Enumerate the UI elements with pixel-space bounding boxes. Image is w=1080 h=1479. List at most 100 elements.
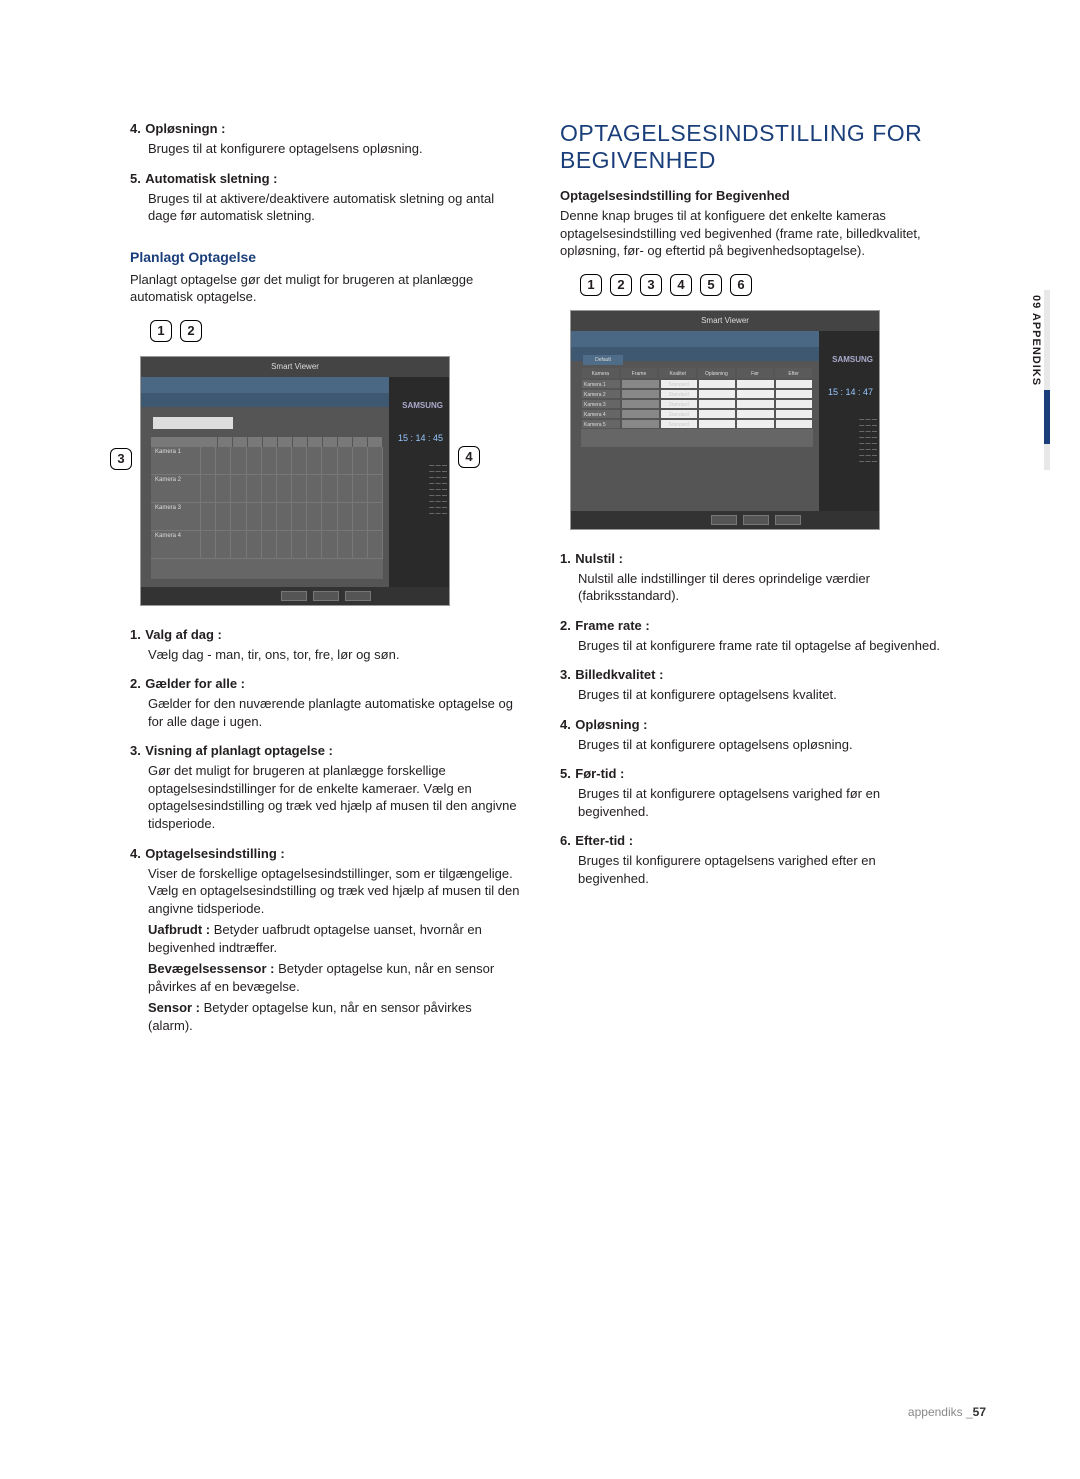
default-button: Default: [583, 355, 623, 365]
item-title: Visning af planlagt optagelse :: [145, 743, 333, 758]
timeline-row: Kamera 3: [151, 503, 383, 531]
samsung-logo: SAMSUNG: [402, 401, 443, 410]
item-number: 5.: [130, 171, 141, 186]
item-title: Gælder for alle :: [145, 676, 245, 691]
item-body: Bruges til at konfigurere frame rate til…: [578, 637, 950, 655]
screenshot-clock: 15 : 14 : 47: [828, 387, 873, 397]
item-number: 2.: [560, 618, 571, 633]
item-number: 4.: [560, 717, 571, 732]
screenshot-toolbar: [141, 377, 389, 393]
footer-label: appendiks _: [908, 1405, 973, 1419]
callout-row: 1 2 3 4 5 6: [580, 274, 950, 296]
table-row: Kamera 5Standard: [581, 419, 813, 429]
item-title: Billedkvalitet :: [575, 667, 663, 682]
screenshot-footer: [141, 587, 449, 605]
list-item: 1. Nulstil : Nulstil alle indstillinger …: [560, 550, 950, 605]
list-item: 3. Billedkvalitet : Bruges til at konfig…: [560, 666, 950, 704]
item-title: Valg af dag :: [145, 627, 222, 642]
footer-button: [775, 515, 801, 525]
item-number: 6.: [560, 833, 571, 848]
list-item: 6. Efter-tid : Bruges til konfigurere op…: [560, 832, 950, 887]
timeline-header: [151, 437, 383, 447]
item-body: Viser de forskellige optagelsesindstilli…: [148, 865, 520, 918]
item-number: 5.: [560, 766, 571, 781]
table-header: Kamera Frame Kvalitet Opløsning Før Efte…: [581, 367, 813, 379]
callout-2: 2: [610, 274, 632, 296]
screenshot-table: Kamera Frame Kvalitet Opløsning Før Efte…: [581, 367, 813, 447]
section-subtitle: Optagelsesindstilling for Begivenhed: [560, 188, 950, 203]
callout-6: 6: [730, 274, 752, 296]
item-body: Bruges til at konfigurere optagelsens va…: [578, 785, 950, 820]
screenshot-tree: — — —— — —— — —— — —— — —— — —— — —— — —: [859, 417, 877, 465]
page-footer: appendiks _57: [908, 1405, 986, 1419]
page: 4. Opløsningn : Bruges til at konfigurer…: [0, 0, 1080, 1106]
screenshot-toolbar2: [141, 393, 389, 407]
screenshot-wrapper: Smart Viewer Default SAMSUNG 15 : 14 : 4…: [570, 310, 880, 530]
section-subtitle: Planlagt Optagelse: [130, 249, 520, 265]
callout-4: 4: [670, 274, 692, 296]
footer-button: [743, 515, 769, 525]
item-body: Gælder for den nuværende planlagte autom…: [148, 695, 520, 730]
item-title: Opløsningn :: [145, 121, 225, 136]
item-title: Optagelsesindstilling :: [145, 846, 284, 861]
list-item: 2. Gælder for alle : Gælder for den nuvæ…: [130, 675, 520, 730]
screenshot-footer: [571, 511, 879, 529]
list-item: 5. Før-tid : Bruges til at konfigurere o…: [560, 765, 950, 820]
list-item: 4. Opløsning : Bruges til at konfigurere…: [560, 716, 950, 754]
list-item: 2. Frame rate : Bruges til at konfigurer…: [560, 617, 950, 655]
screenshot-side-panel: SAMSUNG 15 : 14 : 47 — — —— — —— — —— — …: [819, 331, 879, 529]
item-body: Bruges til at konfigurere optagelsens kv…: [578, 686, 950, 704]
left-column: 4. Opløsningn : Bruges til at konfigurer…: [130, 120, 520, 1046]
screenshot-side-panel: SAMSUNG 15 : 14 : 45 — — —— — —— — —— — …: [389, 377, 449, 605]
section-description: Denne knap bruges til at konfiguere det …: [560, 207, 950, 260]
item-body: Bruges til at konfigurere optagelsens op…: [148, 140, 520, 158]
right-column: OPTAGELSESINDSTILLING FOR BEGIVENHED Opt…: [560, 120, 950, 1046]
timeline-row: Kamera 1: [151, 447, 383, 475]
item-number: 1.: [130, 627, 141, 642]
list-item: 4. Opløsningn : Bruges til at konfigurer…: [130, 120, 520, 158]
callout-3: 3: [640, 274, 662, 296]
item-title: Før-tid :: [575, 766, 624, 781]
item-body: Bruges til konfigurere optagelsens varig…: [578, 852, 950, 887]
item-title: Opløsning :: [575, 717, 647, 732]
screenshot-scheduled-recording: Smart Viewer SAMSUNG 15 : 14 : 45 — — ——…: [140, 356, 450, 606]
screenshot-titlebar: Smart Viewer: [141, 357, 449, 377]
timeline-row: Kamera 2: [151, 475, 383, 503]
callout-5: 5: [700, 274, 722, 296]
item-number: 3.: [130, 743, 141, 758]
screenshot-toolbar: [571, 331, 819, 347]
table-row: Kamera 2Standard: [581, 389, 813, 399]
page-number: 57: [973, 1405, 986, 1419]
list-item: 1. Valg af dag : Vælg dag - man, tir, on…: [130, 626, 520, 664]
list-item: 5. Automatisk sletning : Bruges til at a…: [130, 170, 520, 225]
item-sub: Sensor : Betyder optagelse kun, når en s…: [148, 999, 520, 1034]
section-description: Planlagt optagelse gør det muligt for br…: [130, 271, 520, 306]
table-row: Kamera 1Standard: [581, 379, 813, 389]
callout-2: 2: [180, 320, 202, 342]
item-sub: Bevægelsessensor : Betyder optagelse kun…: [148, 960, 520, 995]
section-title: OPTAGELSESINDSTILLING FOR BEGIVENHED: [560, 120, 950, 174]
timeline-row: Kamera 4: [151, 531, 383, 559]
screenshot-titlebar: Smart Viewer: [571, 311, 879, 331]
item-body: Nulstil alle indstillinger til deres opr…: [578, 570, 950, 605]
screenshot-tree: — — —— — —— — —— — —— — —— — —— — —— — —…: [429, 463, 447, 517]
screenshot-timeline: Kamera 1 Kamera 2 Kamera 3 Kamera 4: [151, 437, 383, 579]
footer-button: [345, 591, 371, 601]
footer-button: [313, 591, 339, 601]
item-title: Efter-tid :: [575, 833, 633, 848]
side-tab-indicator: [1044, 390, 1050, 444]
samsung-logo: SAMSUNG: [832, 355, 873, 364]
item-sub: Uafbrudt : Betyder uafbrudt optagelse ua…: [148, 921, 520, 956]
callout-1: 1: [580, 274, 602, 296]
screenshot-event-recording: Smart Viewer Default SAMSUNG 15 : 14 : 4…: [570, 310, 880, 530]
callout-1: 1: [150, 320, 172, 342]
table-row: Kamera 4Standard: [581, 409, 813, 419]
list-item: 3. Visning af planlagt optagelse : Gør d…: [130, 742, 520, 832]
item-number: 3.: [560, 667, 571, 682]
item-title: Automatisk sletning :: [145, 171, 277, 186]
item-number: 4.: [130, 846, 141, 861]
item-title: Frame rate :: [575, 618, 649, 633]
item-body: Bruges til at konfigurere optagelsens op…: [578, 736, 950, 754]
footer-button: [281, 591, 307, 601]
screenshot-wrapper: 3 4 Smart Viewer SAMSUNG 15 : 14 : 45 — …: [140, 356, 450, 606]
